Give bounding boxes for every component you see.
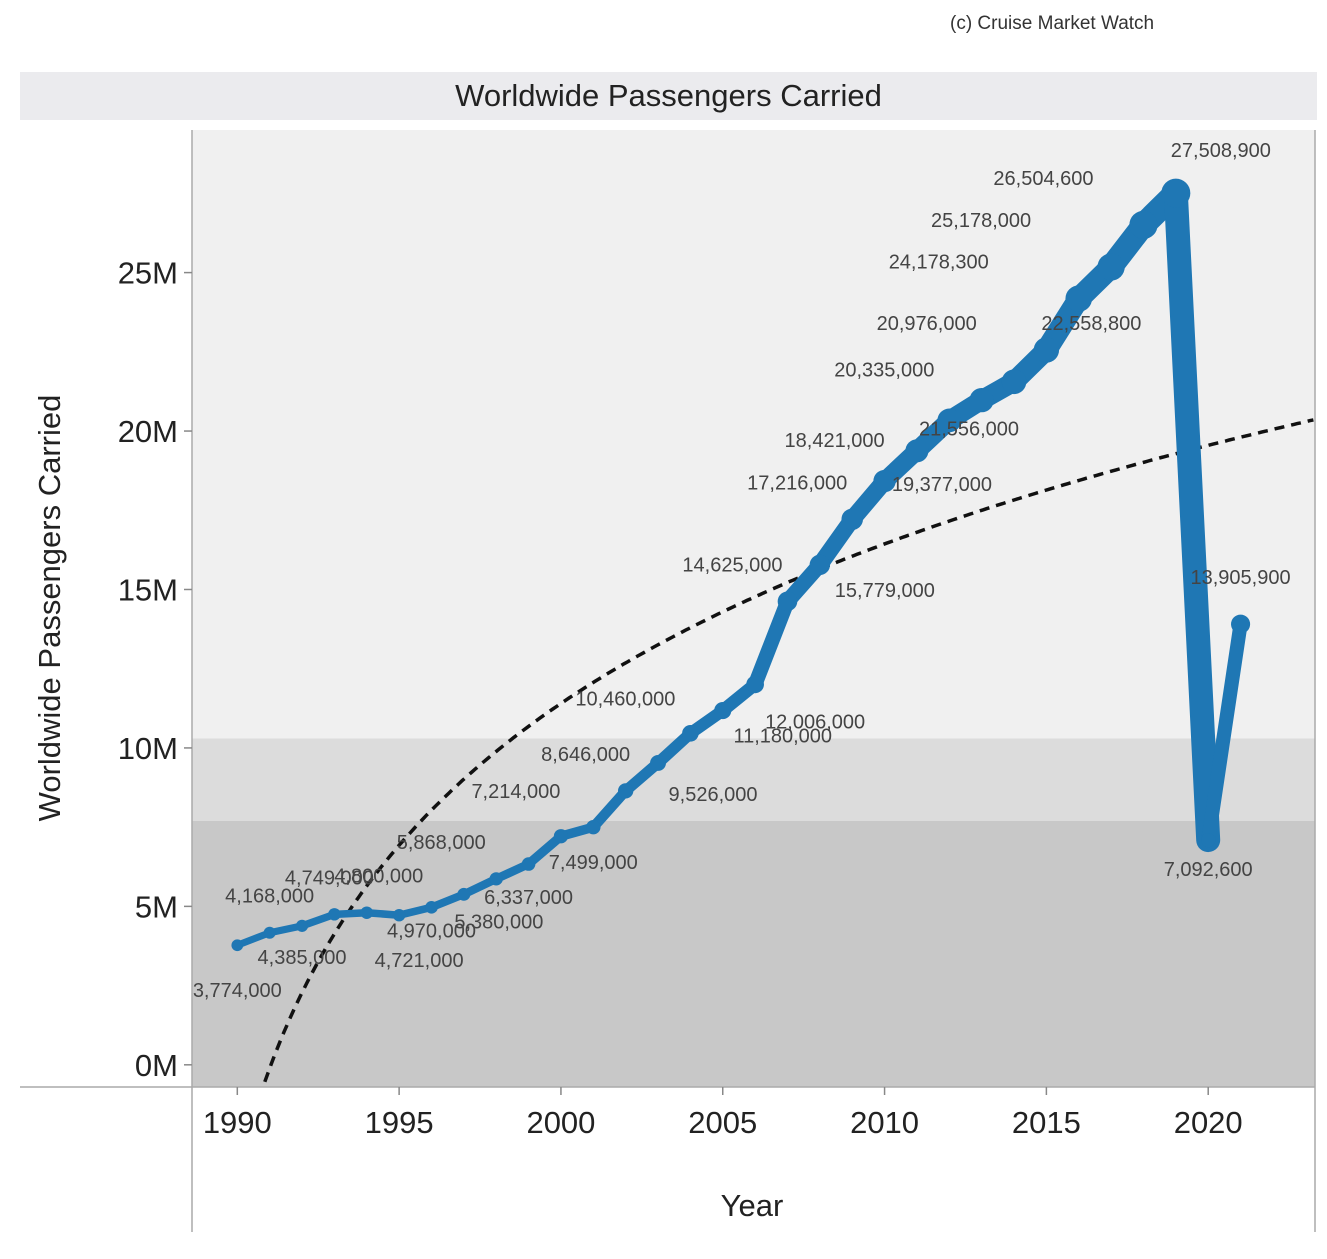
data-label: 18,421,000 (785, 430, 885, 452)
x-axis-ticks: 1990 1995 2000 2005 2010 2015 2020 (203, 1087, 1243, 1140)
series-line (231, 178, 1251, 952)
band-lower (192, 820, 1315, 1087)
data-point (937, 408, 962, 433)
background-bands (192, 130, 1315, 1087)
data-point (777, 591, 798, 612)
series-segment (747, 594, 795, 692)
data-label: 7,499,000 (549, 852, 638, 874)
data-label: 20,976,000 (877, 313, 977, 335)
data-point (425, 901, 438, 914)
x-tick-label: 1995 (365, 1105, 434, 1140)
x-tick-label: 1990 (203, 1105, 272, 1140)
data-point (1001, 369, 1027, 395)
data-point (521, 857, 536, 871)
data-label: 3,774,000 (193, 980, 282, 1002)
data-point (1129, 210, 1158, 240)
data-label: 4,385,000 (258, 947, 347, 969)
data-label: 8,646,000 (541, 744, 630, 766)
data-label: 4,970,000 (387, 920, 476, 942)
data-label: 14,625,000 (682, 554, 782, 576)
data-point (392, 908, 406, 922)
y-tick-label: 0M (135, 1048, 178, 1083)
data-point (553, 829, 569, 844)
y-axis-title: Worldwide Passengers Carried (32, 395, 67, 822)
data-point (809, 554, 831, 576)
data-point (841, 508, 863, 531)
y-axis-ticks: 0M 5M 10M 15M 20M 25M (118, 256, 192, 1083)
data-point (969, 387, 994, 413)
data-point (231, 939, 244, 952)
data-label: 24,178,300 (889, 252, 989, 274)
data-point (489, 872, 503, 886)
data-label: 4,168,000 (225, 886, 314, 908)
data-labels: 3,774,000 4,168,000 4,385,000 4,749,0004,80… (193, 140, 1291, 1002)
y-tick-label: 15M (118, 572, 178, 607)
data-point (586, 819, 601, 835)
data-label: 6,337,000 (484, 887, 573, 909)
band-middle (192, 738, 1315, 821)
data-label: 5,868,000 (397, 832, 486, 854)
data-point (1097, 253, 1125, 281)
x-tick-label: 2020 (1174, 1105, 1243, 1140)
data-label: 4,800,000 (334, 866, 423, 888)
chart-title-bar: Worldwide Passengers Carried (20, 72, 1317, 120)
series-segment (588, 785, 631, 833)
data-label: 4,721,000 (375, 950, 464, 972)
credit-text: (c) Cruise Market Watch (950, 13, 1155, 34)
axes (20, 130, 1316, 1232)
data-point (714, 701, 732, 720)
data-label: 21,556,000 (919, 419, 1019, 441)
data-point (650, 754, 666, 771)
series-segment (1163, 181, 1221, 853)
data-point (682, 725, 699, 742)
data-label: 27,508,900 (1171, 140, 1271, 162)
data-label: 20,335,000 (834, 359, 934, 381)
trend-line (263, 418, 1314, 1083)
data-label: 11,180,000 (733, 726, 832, 748)
data-point (295, 919, 309, 932)
data-label: 7,214,000 (471, 781, 560, 803)
x-tick-label: 2015 (1012, 1105, 1081, 1140)
x-tick-label: 2005 (688, 1105, 757, 1140)
data-label: 26,504,600 (993, 168, 1093, 190)
data-label: 19,377,000 (892, 474, 992, 496)
data-point (360, 906, 374, 919)
data-label: 12,006,000 (765, 711, 865, 733)
y-tick-label: 25M (118, 256, 178, 291)
data-point (873, 469, 896, 493)
data-point (618, 783, 634, 799)
data-label: 4,749,000 (285, 867, 374, 889)
data-label: 17,216,000 (747, 472, 847, 494)
series-segment (1201, 617, 1248, 848)
data-point (457, 887, 471, 901)
x-axis-title: Year (721, 1188, 784, 1223)
y-tick-label: 10M (118, 731, 178, 766)
chart-title: Worldwide Passengers Carried (455, 78, 882, 113)
data-label: 13,905,900 (1191, 567, 1291, 589)
data-label: 25,178,000 (931, 210, 1031, 232)
data-point (1161, 178, 1191, 208)
data-point (1231, 614, 1251, 634)
data-point (905, 439, 929, 463)
x-tick-label: 2010 (850, 1105, 919, 1140)
data-label: 5,380,000 (454, 911, 543, 933)
data-point (263, 926, 276, 939)
y-tick-label: 20M (118, 414, 178, 449)
data-point (328, 908, 341, 921)
x-tick-label: 2000 (526, 1105, 595, 1140)
data-label: 15,779,000 (835, 580, 935, 602)
data-label: 10,460,000 (575, 688, 675, 710)
data-label: 22,558,800 (1041, 313, 1141, 335)
data-label: 9,526,000 (669, 784, 758, 806)
data-point (1033, 337, 1060, 363)
y-tick-label: 5M (135, 889, 178, 924)
data-point (746, 675, 764, 694)
data-point (1201, 832, 1216, 848)
data-label: 7,092,600 (1164, 859, 1253, 881)
data-point (1065, 285, 1093, 312)
